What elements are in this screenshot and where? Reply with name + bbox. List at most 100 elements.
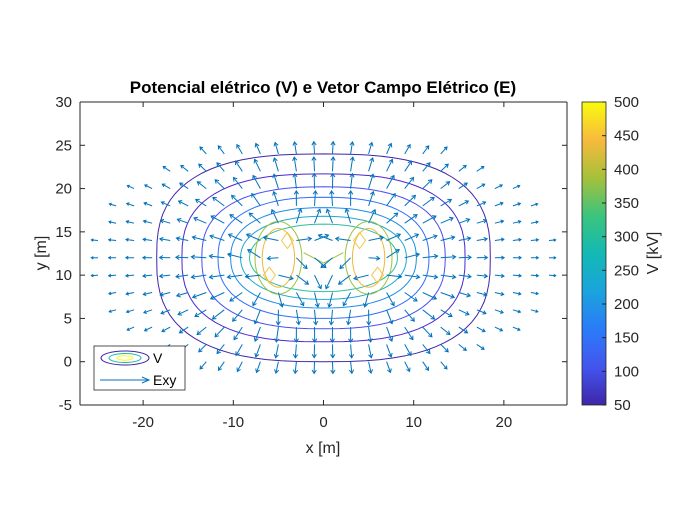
field-arrow xyxy=(126,326,135,331)
field-arrow xyxy=(142,274,153,277)
field-arrow-head xyxy=(432,295,438,300)
x-tick-label: 10 xyxy=(405,414,422,431)
field-arrow-head xyxy=(293,338,299,344)
field-arrow xyxy=(530,221,539,224)
field-arrow xyxy=(494,220,504,224)
field-arrow-head xyxy=(210,215,216,220)
field-arrow xyxy=(476,274,488,277)
field-arrow-head xyxy=(196,330,202,336)
colorbar-gradient xyxy=(581,101,607,406)
contour-line xyxy=(261,227,296,288)
field-arrow-head xyxy=(481,183,486,188)
field-arrow-head xyxy=(193,216,198,222)
field-arrow xyxy=(210,215,225,224)
field-arrow-head xyxy=(245,233,251,238)
field-arrow-head xyxy=(348,338,354,344)
field-arrow-head xyxy=(216,162,221,167)
field-arrow-head xyxy=(407,160,413,166)
field-arrow-head xyxy=(535,255,540,260)
field-arrow-head xyxy=(427,332,433,338)
field-arrow-head xyxy=(518,255,523,260)
field-arrow xyxy=(214,326,225,338)
field-arrow-head xyxy=(230,194,236,200)
legend: V Exy xyxy=(93,345,186,391)
field-arrow xyxy=(314,309,317,325)
x-tick-label: 0 xyxy=(319,414,327,431)
field-arrow-head xyxy=(274,338,280,343)
field-arrow xyxy=(440,256,456,259)
field-arrow xyxy=(229,292,243,302)
field-arrow-head xyxy=(126,184,130,189)
field-arrow xyxy=(458,326,468,334)
field-arrow xyxy=(273,191,279,207)
field-arrow xyxy=(127,185,135,190)
field-arrow-head xyxy=(304,280,310,285)
field-arrow xyxy=(440,146,448,155)
field-arrow xyxy=(476,201,486,207)
field-arrow-head xyxy=(406,367,411,373)
y-axis-label: y [m] xyxy=(33,236,50,271)
field-arrow-head xyxy=(349,172,355,178)
field-arrow xyxy=(159,274,171,277)
field-arrow xyxy=(422,361,429,371)
field-arrow xyxy=(295,208,302,224)
field-arrow-head xyxy=(391,192,396,198)
field-arrow xyxy=(422,309,435,320)
field-arrow-head xyxy=(279,302,284,308)
field-arrow xyxy=(126,292,135,295)
field-arrow-head xyxy=(535,220,539,224)
field-arrow-head xyxy=(462,164,467,169)
field-arrow xyxy=(422,292,437,300)
field-arrow xyxy=(108,239,117,241)
field-arrow-head xyxy=(302,264,308,270)
field-arrow xyxy=(254,309,261,324)
field-arrow xyxy=(548,239,556,241)
field-arrow-head xyxy=(463,182,468,187)
field-arrow xyxy=(320,257,333,268)
field-arrow-head xyxy=(330,369,336,375)
field-arrow xyxy=(494,184,503,190)
field-arrow-head xyxy=(330,156,336,161)
field-arrow xyxy=(440,309,453,317)
field-arrow xyxy=(386,344,392,358)
field-arrow-head xyxy=(482,218,488,224)
field-arrow xyxy=(458,344,467,351)
field-arrow xyxy=(350,361,353,374)
field-arrow xyxy=(236,361,243,372)
field-arrow-head xyxy=(226,252,232,258)
field-arrow-head xyxy=(274,369,280,375)
field-arrow xyxy=(350,141,353,154)
field-arrow xyxy=(530,292,539,295)
field-arrow-head xyxy=(409,176,415,182)
field-arrow xyxy=(368,327,372,342)
field-arrow xyxy=(227,274,243,278)
field-arrow xyxy=(233,177,243,189)
field-arrow xyxy=(368,191,374,207)
y-tick-label: 5 xyxy=(64,310,72,327)
field-arrow-head xyxy=(430,196,435,202)
contour-line xyxy=(230,207,417,309)
field-arrow-head xyxy=(251,192,256,198)
field-arrow-head xyxy=(191,293,197,299)
field-arrow xyxy=(422,274,438,278)
field-arrow xyxy=(179,182,189,190)
field-arrow-head xyxy=(499,184,504,188)
field-arrow xyxy=(214,179,225,189)
field-arrow xyxy=(335,238,351,241)
field-arrow-head xyxy=(463,329,469,334)
field-arrow-head xyxy=(445,181,451,186)
field-arrow xyxy=(294,141,297,154)
field-arrow-head xyxy=(180,164,185,169)
field-arrow-head xyxy=(407,351,412,357)
field-arrow-head xyxy=(90,273,94,278)
field-arrow-head xyxy=(330,172,336,178)
field-arrow-head xyxy=(311,172,317,178)
field-arrow xyxy=(440,181,450,189)
field-arrow xyxy=(350,157,354,172)
field-arrow xyxy=(350,173,353,189)
field-arrow xyxy=(458,165,467,172)
field-arrow xyxy=(440,163,449,172)
field-arrow xyxy=(325,274,333,289)
contour-peak xyxy=(352,231,367,250)
